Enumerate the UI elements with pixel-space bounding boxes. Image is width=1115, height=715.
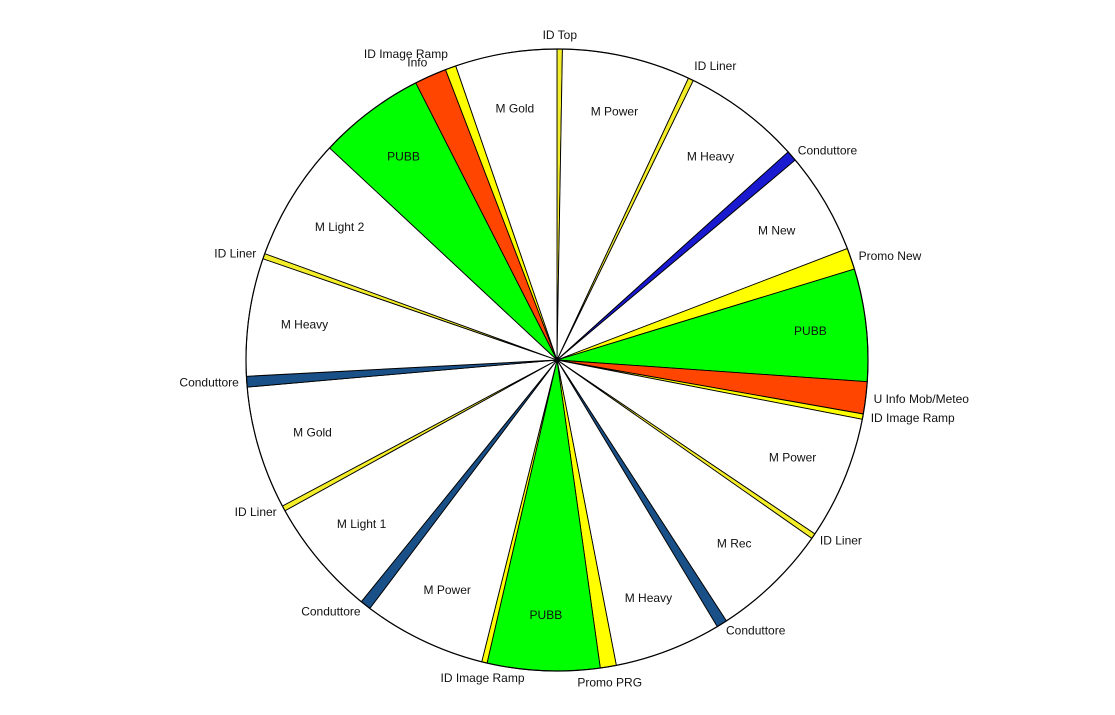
pie-label-m-light-1: M Light 1 <box>337 517 387 531</box>
pie-label-id-liner: ID Liner <box>235 505 277 519</box>
pie-label-id-image-ramp: ID Image Ramp <box>440 671 524 685</box>
pie-label-id-liner: ID Liner <box>214 247 256 261</box>
pie-slices <box>245 48 869 672</box>
pie-label-m-gold: M Gold <box>496 102 535 116</box>
pie-label-info: Info <box>407 56 427 70</box>
pie-label-m-light-2: M Light 2 <box>315 220 365 234</box>
pie-label-id-top: ID Top <box>543 28 578 42</box>
pie-label-id-liner: ID Liner <box>820 534 862 548</box>
pie-label-m-power: M Power <box>591 105 638 119</box>
pie-label-m-heavy: M Heavy <box>281 318 328 332</box>
pie-label-m-heavy: M Heavy <box>625 591 672 605</box>
pie-label-m-power: M Power <box>424 583 471 597</box>
pie-label-conduttore: Conduttore <box>726 624 786 638</box>
pie-label-conduttore: Conduttore <box>179 375 239 389</box>
pie-label-id-image-ramp: ID Image Ramp <box>871 411 955 425</box>
pie-label-id-liner: ID Liner <box>694 59 736 73</box>
pie-label-m-new: M New <box>758 224 796 238</box>
pie-labels: ID Top M Power ID Liner M Heavy Conduttore M … <box>179 28 969 690</box>
pie-label-u-info-mob-meteo: U Info Mob/Meteo <box>874 392 970 406</box>
pie-label-promo-new: Promo New <box>859 249 922 263</box>
pie-outline <box>245 48 869 672</box>
pie-label-pubb: PUBB <box>530 608 563 622</box>
pie-label-m-heavy: M Heavy <box>687 149 734 163</box>
pie-label-promo-prg: Promo PRG <box>577 676 642 690</box>
pie-label-pubb: PUBB <box>387 149 420 163</box>
pie-label-conduttore: Conduttore <box>798 144 858 158</box>
pie-label-pubb: PUBB <box>794 324 827 338</box>
pie-label-id-image-ramp: ID Image Ramp <box>364 47 448 61</box>
pie-label-conduttore: Conduttore <box>301 604 361 618</box>
pie-label-m-rec: M Rec <box>717 536 752 550</box>
pie-label-m-power: M Power <box>769 451 816 465</box>
pie-label-m-gold: M Gold <box>293 425 332 439</box>
